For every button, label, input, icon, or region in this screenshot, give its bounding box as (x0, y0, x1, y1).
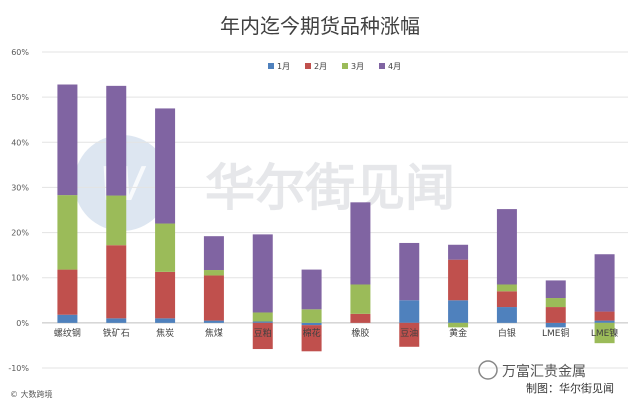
category-label: 棉花 (303, 327, 321, 339)
bar-segment (399, 242, 420, 301)
bar-segment (252, 234, 273, 313)
legend-label: 4月 (388, 62, 401, 71)
y-tick-label: 0% (16, 319, 29, 328)
category-label: 螺纹钢 (54, 327, 81, 339)
legend-label: 1月 (277, 62, 290, 71)
bar-segment (350, 284, 371, 314)
y-tick-label: 50% (11, 93, 29, 102)
y-tick-label: -10% (8, 364, 29, 373)
bar-segment (448, 322, 469, 328)
bar-segment (545, 307, 566, 323)
category-label: 焦炭 (156, 327, 174, 339)
y-tick-label: 40% (11, 138, 29, 147)
bar-segment (496, 284, 517, 292)
bar-segment (106, 318, 127, 323)
legend-swatch (379, 63, 385, 69)
bar-segment (106, 195, 127, 246)
bar-segment (448, 300, 469, 323)
bar-segment (203, 320, 224, 323)
bar-segment (448, 244, 469, 260)
wechat-icon (478, 360, 498, 380)
bar-segment (496, 291, 517, 308)
bar-segment (594, 322, 615, 344)
bars (57, 84, 615, 352)
y-tick-label: 20% (11, 229, 29, 238)
brand-text: 万富汇贵金属 (502, 363, 586, 380)
category-label: 黄金 (449, 327, 467, 339)
bar-segment (252, 321, 273, 323)
legend-label: 3月 (351, 62, 364, 71)
source-stamp: © 大数跨境 (10, 389, 53, 399)
bar-segment (448, 259, 469, 301)
category-label: 豆粕 (254, 327, 272, 339)
bar-segment (545, 298, 566, 308)
bar-segment (301, 269, 322, 310)
x-axis: 螺纹钢 铁矿石 焦炭 焦煤 豆粕 棉花 橡胶 豆油 黄金 白银 LME铜 LME镍 (54, 327, 618, 339)
bar-segment (399, 322, 420, 347)
y-tick-label: 60% (11, 48, 29, 57)
credit-text: 制图：华尔街见闻 (526, 381, 614, 395)
legend-swatch (268, 63, 274, 69)
bar-segment (594, 311, 615, 321)
bar-segment (545, 280, 566, 299)
bar-segment (203, 236, 224, 271)
category-label: 橡胶 (351, 327, 369, 339)
bar-segment (155, 108, 176, 224)
category-label: 豆油 (400, 327, 418, 339)
bar-segment (496, 307, 517, 323)
bar-segment (301, 322, 322, 326)
bar-segment (350, 313, 371, 323)
bar-segment (350, 202, 371, 285)
bar-segment (301, 309, 322, 323)
bar-segment (203, 275, 224, 321)
bar-segment (106, 85, 127, 196)
bar-segment (301, 325, 322, 352)
bar-segment (57, 84, 78, 196)
bar-segment (594, 320, 615, 323)
chart-title: 年内迄今期货品种涨幅 (220, 14, 420, 38)
bar-segment (252, 322, 273, 350)
category-label: 焦煤 (205, 327, 223, 339)
y-tick-label: 10% (11, 274, 29, 283)
bar-segment (252, 312, 273, 322)
legend-swatch (305, 63, 311, 69)
grid (42, 51, 628, 369)
category-label: 铁矿石 (103, 327, 130, 339)
footer: © 大数跨境 万富汇贵金属 制图：华尔街见闻 (10, 360, 614, 399)
bar-segment (399, 300, 420, 323)
bar-segment (106, 245, 127, 319)
bar-segment (155, 271, 176, 319)
category-label: LME镍 (591, 327, 618, 339)
y-tick-label: 30% (11, 183, 29, 192)
bar-segment (57, 195, 78, 270)
bar-segment (496, 209, 517, 285)
legend-label: 2月 (314, 62, 327, 71)
bar-segment (545, 322, 566, 328)
legend-swatch (342, 63, 348, 69)
legend: 1月 2月 3月 4月 (268, 62, 401, 71)
category-label: 白银 (498, 327, 516, 339)
bar-segment (57, 314, 78, 323)
bar-segment (57, 269, 78, 315)
y-axis: -10% 0% 10% 20% 30% 40% 50% 60% (8, 48, 29, 373)
bar-segment (155, 223, 176, 272)
watermark-text: 华尔街见闻 (205, 159, 455, 217)
bar-segment (594, 254, 615, 312)
category-label: LME铜 (542, 327, 569, 339)
bar-segment (203, 270, 224, 276)
bar-segment (155, 318, 176, 323)
